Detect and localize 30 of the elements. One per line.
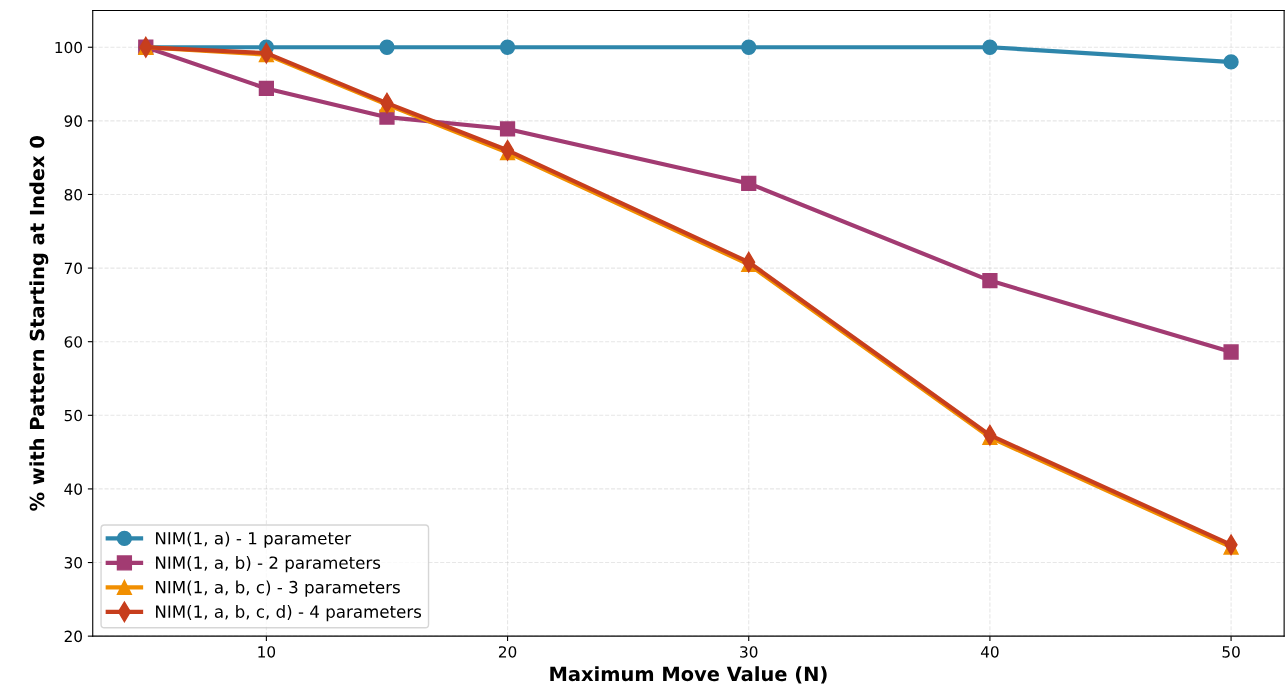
y-tick-label: 20 — [64, 630, 82, 643]
y-tick-label: 100 — [55, 41, 82, 54]
y-tick-label: 60 — [64, 336, 82, 348]
x-tick-label: 50 — [1222, 646, 1240, 658]
legend-label: NIM(1, a) - 1 parameter — [156, 531, 352, 548]
y-tick-label: 30 — [64, 557, 82, 569]
legend-label: NIM(1, a, b, c) - 3 parameters — [156, 580, 400, 597]
y-axis-title: % with Pattern Starting at Index 0 — [29, 136, 49, 511]
point — [499, 39, 516, 55]
point — [1223, 54, 1239, 70]
point — [982, 39, 998, 55]
y-tick-label: 80 — [64, 188, 82, 201]
point — [741, 175, 757, 192]
point — [258, 80, 275, 97]
x-tick-label: 40 — [980, 646, 999, 658]
y-tick-label: 70 — [64, 262, 82, 275]
point — [982, 272, 998, 289]
point — [741, 39, 757, 55]
legend-label: NIM(1, a, b, c, d) - 4 parameters — [156, 605, 422, 622]
x-tick-label: 20 — [498, 646, 517, 658]
point — [379, 39, 395, 55]
x-tick-label: 10 — [258, 646, 276, 658]
point — [499, 121, 516, 137]
y-tick-label: 50 — [64, 409, 82, 422]
x-tick-label: 30 — [740, 646, 758, 658]
point — [1223, 344, 1239, 360]
x-axis-title: Maximum Move Value (N) — [550, 666, 827, 684]
y-tick-label: 90 — [64, 115, 82, 127]
legend-label: NIM(1, a, b) - 2 parameters — [156, 556, 381, 573]
y-tick-label: 40 — [64, 483, 82, 495]
